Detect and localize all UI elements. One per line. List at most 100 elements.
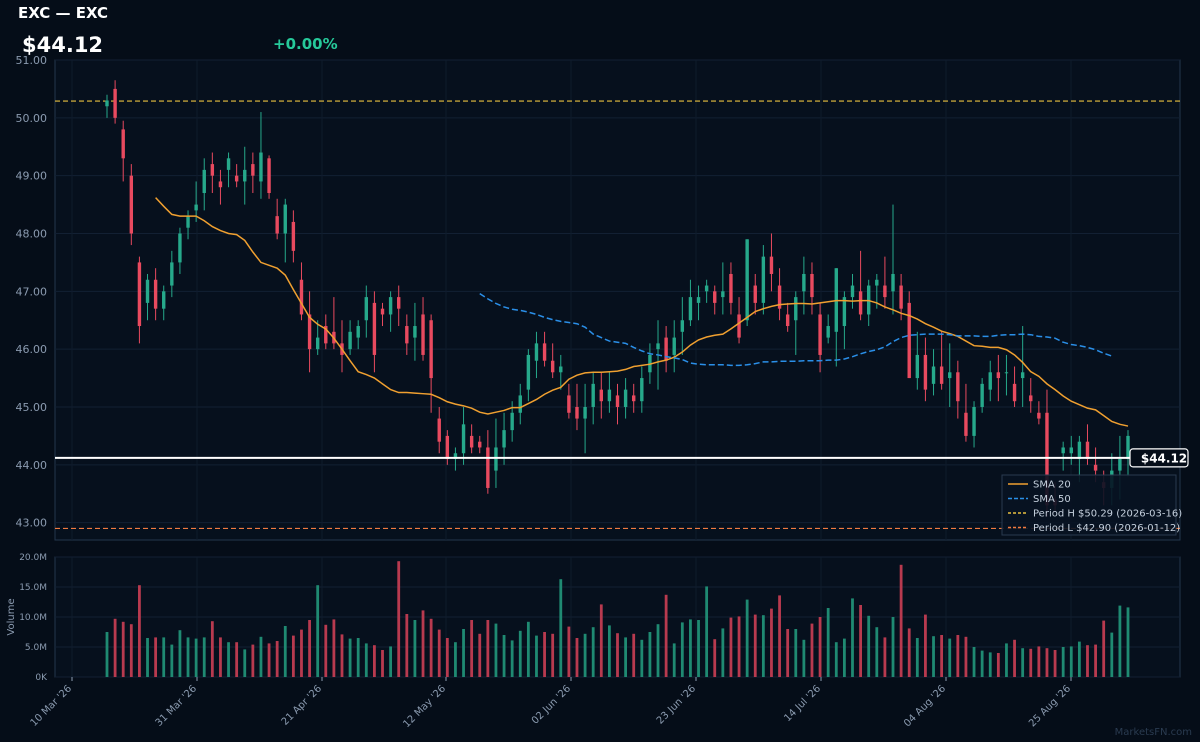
price-tick-label: 50.00 xyxy=(16,112,48,125)
candle-body xyxy=(988,372,992,390)
volume-bar xyxy=(526,621,530,677)
volume-bar xyxy=(1021,648,1025,677)
volume-bar xyxy=(470,620,474,677)
volume-bar xyxy=(859,605,862,677)
volume-bar xyxy=(494,623,498,677)
price-tick-label: 43.00 xyxy=(16,517,48,530)
volume-bar xyxy=(737,616,741,677)
candle-body xyxy=(761,256,766,303)
last-price-badge xyxy=(1129,448,1189,468)
candle-body xyxy=(632,395,636,402)
x-tick-label: 14 Jul '26 xyxy=(782,683,823,724)
volume-bar xyxy=(364,643,368,677)
candle-body xyxy=(883,285,887,298)
volume-bar xyxy=(316,585,320,677)
volume-bar xyxy=(826,608,830,677)
volume-bar xyxy=(1013,639,1016,677)
candle-body xyxy=(170,262,174,286)
candle-body xyxy=(680,320,685,332)
candle-body xyxy=(1029,395,1033,402)
candle-body xyxy=(162,291,166,309)
volume-bar xyxy=(1126,607,1130,677)
volume-bar xyxy=(324,624,328,677)
volume-bar xyxy=(656,624,660,677)
volume-bar xyxy=(267,643,271,677)
volume-bar xyxy=(219,637,222,677)
volume-bar xyxy=(308,620,311,677)
candle-body xyxy=(113,88,117,118)
volume-bar xyxy=(640,639,644,677)
volume-bar xyxy=(591,627,595,677)
candle-body xyxy=(1093,464,1098,471)
volume-bar xyxy=(883,637,887,677)
candle-body xyxy=(283,204,287,234)
candle-body xyxy=(996,372,1001,379)
candle-body xyxy=(721,291,725,298)
volume-bar xyxy=(794,629,798,677)
candle-body xyxy=(542,343,547,361)
candle-body xyxy=(1020,372,1025,379)
volume-bar xyxy=(948,638,952,677)
price-tick-label: 47.00 xyxy=(16,285,48,298)
candle-body xyxy=(964,412,968,436)
volume-bar xyxy=(162,637,166,677)
volume-bar xyxy=(445,638,449,677)
candle-body xyxy=(324,326,328,344)
candle-body xyxy=(980,383,984,407)
candle-body xyxy=(850,285,855,298)
volume-bar xyxy=(300,629,303,677)
volume-bar xyxy=(291,635,295,677)
candle-body xyxy=(510,412,514,431)
candle-body xyxy=(291,221,296,251)
candle-body xyxy=(615,395,620,407)
candle-body xyxy=(785,314,790,327)
volume-bar xyxy=(664,594,668,677)
candle-body xyxy=(388,297,393,315)
x-tick-label: 02 Jun '26 xyxy=(530,683,573,726)
volume-bar xyxy=(567,626,571,677)
candle-body xyxy=(948,372,952,379)
legend-label: SMA 20 xyxy=(1033,480,1071,491)
volume-bar xyxy=(583,633,587,677)
volume-bar xyxy=(113,618,117,677)
candle-body xyxy=(777,285,782,309)
volume-bar xyxy=(607,625,611,677)
legend-label: SMA 50 xyxy=(1033,494,1071,505)
volume-bar xyxy=(818,617,822,677)
candle-body xyxy=(461,424,466,454)
candle-body xyxy=(445,435,450,460)
candle-body xyxy=(550,360,555,373)
volume-bar xyxy=(178,630,182,677)
candle-body xyxy=(356,326,360,338)
volume-bar xyxy=(210,621,214,677)
candle-body xyxy=(486,447,490,488)
x-tick-label: 31 Mar '26 xyxy=(154,683,200,729)
candle-body xyxy=(226,158,231,170)
sma20-line xyxy=(155,197,1129,427)
volume-bar xyxy=(437,629,441,677)
volume-bar xyxy=(259,636,263,677)
volume-bar xyxy=(348,638,352,677)
candle-body xyxy=(202,169,206,194)
candle-body xyxy=(348,331,352,350)
volume-bar xyxy=(389,646,393,677)
volume-axis-label: Volume xyxy=(6,598,17,635)
volume-bar xyxy=(1045,648,1049,677)
price-tick-label: 49.00 xyxy=(16,170,48,183)
price-tick-label: 51.00 xyxy=(16,54,48,67)
candle-body xyxy=(899,285,903,309)
volume-bar xyxy=(202,637,206,677)
candle-body xyxy=(745,239,749,321)
volume-bar xyxy=(397,561,401,677)
candle-body xyxy=(397,297,401,309)
volume-bar xyxy=(170,644,174,677)
volume-bar xyxy=(1086,645,1089,677)
volume-tick-label: 10.0M xyxy=(19,613,47,623)
volume-bar xyxy=(462,629,465,677)
volume-bar xyxy=(275,641,279,677)
volume-bar xyxy=(705,586,709,677)
volume-bar xyxy=(972,647,976,677)
volume-bar xyxy=(121,621,125,677)
candle-body xyxy=(891,273,895,292)
volume-bar xyxy=(745,599,749,677)
